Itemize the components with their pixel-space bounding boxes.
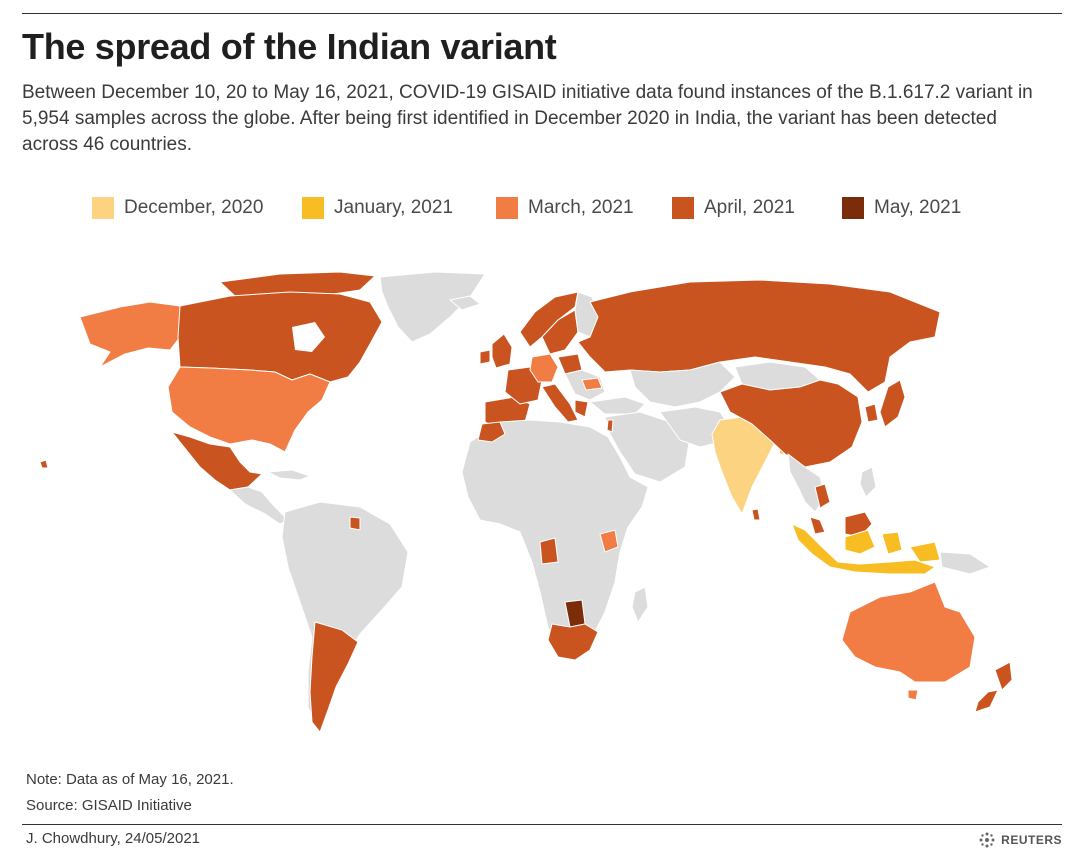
- legend-swatch: [496, 197, 518, 219]
- region-middle-east: [604, 411, 691, 483]
- region-madagascar: [631, 586, 649, 623]
- region-hawaii: [39, 459, 49, 469]
- region-suriname: [349, 516, 361, 531]
- region-korea: [864, 403, 879, 423]
- region-china: [719, 379, 863, 468]
- region-greenland: [379, 271, 486, 343]
- legend-item-may-2021: May, 2021: [842, 194, 961, 222]
- region-australia: [841, 581, 976, 683]
- region-central-america: [229, 486, 289, 525]
- bottom-rule: [22, 824, 1062, 825]
- region-japan: [879, 379, 906, 428]
- legend-item-april-2021: April, 2021: [672, 194, 795, 222]
- legend-label: March, 2021: [528, 197, 634, 218]
- region-iceland: [449, 295, 481, 311]
- region-vietnam-cambodia: [814, 483, 831, 509]
- top-rule: [22, 13, 1062, 14]
- region-germany: [529, 353, 559, 383]
- brand-text: REUTERS: [1001, 833, 1062, 847]
- region-morocco: [477, 421, 506, 443]
- legend-label: January, 2021: [334, 197, 454, 218]
- region-ireland: [479, 349, 491, 365]
- region-new-zealand: [974, 661, 1013, 713]
- region-israel: [606, 419, 614, 433]
- region-se-asia: [787, 453, 826, 513]
- region-italy: [541, 383, 579, 423]
- region-new-guinea: [939, 551, 991, 575]
- region-turkey: [589, 396, 646, 415]
- legend-swatch: [842, 197, 864, 219]
- region-hudson-bay: [292, 322, 325, 352]
- legend-label: May, 2021: [874, 197, 962, 218]
- legend-swatch: [92, 197, 114, 219]
- region-mexico: [171, 431, 263, 491]
- region-tasmania: [907, 689, 919, 701]
- page-subtitle: Between December 10, 20 to May 16, 2021,…: [22, 82, 1033, 155]
- footer-note: Note: Data as of May 16, 2021.: [26, 771, 234, 788]
- legend-label: December, 2020: [124, 197, 264, 218]
- region-russia: [577, 279, 941, 393]
- region-south-africa: [547, 623, 599, 661]
- region-philippines: [859, 466, 877, 498]
- region-united-states: [167, 366, 331, 453]
- region-malaysia: [809, 516, 826, 535]
- region-argentina: [309, 621, 359, 733]
- region-romania: [581, 377, 603, 391]
- footer-source: Source: GISAID Initiative: [26, 797, 192, 814]
- legend-item-december-2020: December, 2020: [92, 194, 263, 222]
- legend-item-march-2021: March, 2021: [496, 194, 634, 222]
- region-greece: [574, 399, 589, 418]
- legend-swatch: [302, 197, 324, 219]
- region-uganda-kenya: [599, 529, 619, 553]
- page-title: The spread of the Indian variant: [22, 26, 557, 67]
- legend-swatch: [672, 197, 694, 219]
- world-map: [39, 271, 1013, 733]
- footer-credit: J. Chowdhury, 24/05/2021: [26, 830, 201, 847]
- region-alaska: [79, 301, 181, 368]
- region-indonesia-islands: [844, 529, 941, 563]
- region-indonesia: [791, 523, 936, 575]
- legend-label: April, 2021: [704, 197, 795, 218]
- region-sri-lanka: [751, 508, 761, 521]
- brand: REUTERS: [977, 830, 1062, 850]
- region-south-america: [281, 501, 409, 725]
- region-angola: [539, 537, 559, 565]
- legend-item-january-2021: January, 2021: [302, 194, 453, 222]
- region-united-kingdom: [491, 333, 513, 369]
- region-caribbean: [267, 469, 311, 481]
- reuters-logo-icon: [979, 832, 995, 848]
